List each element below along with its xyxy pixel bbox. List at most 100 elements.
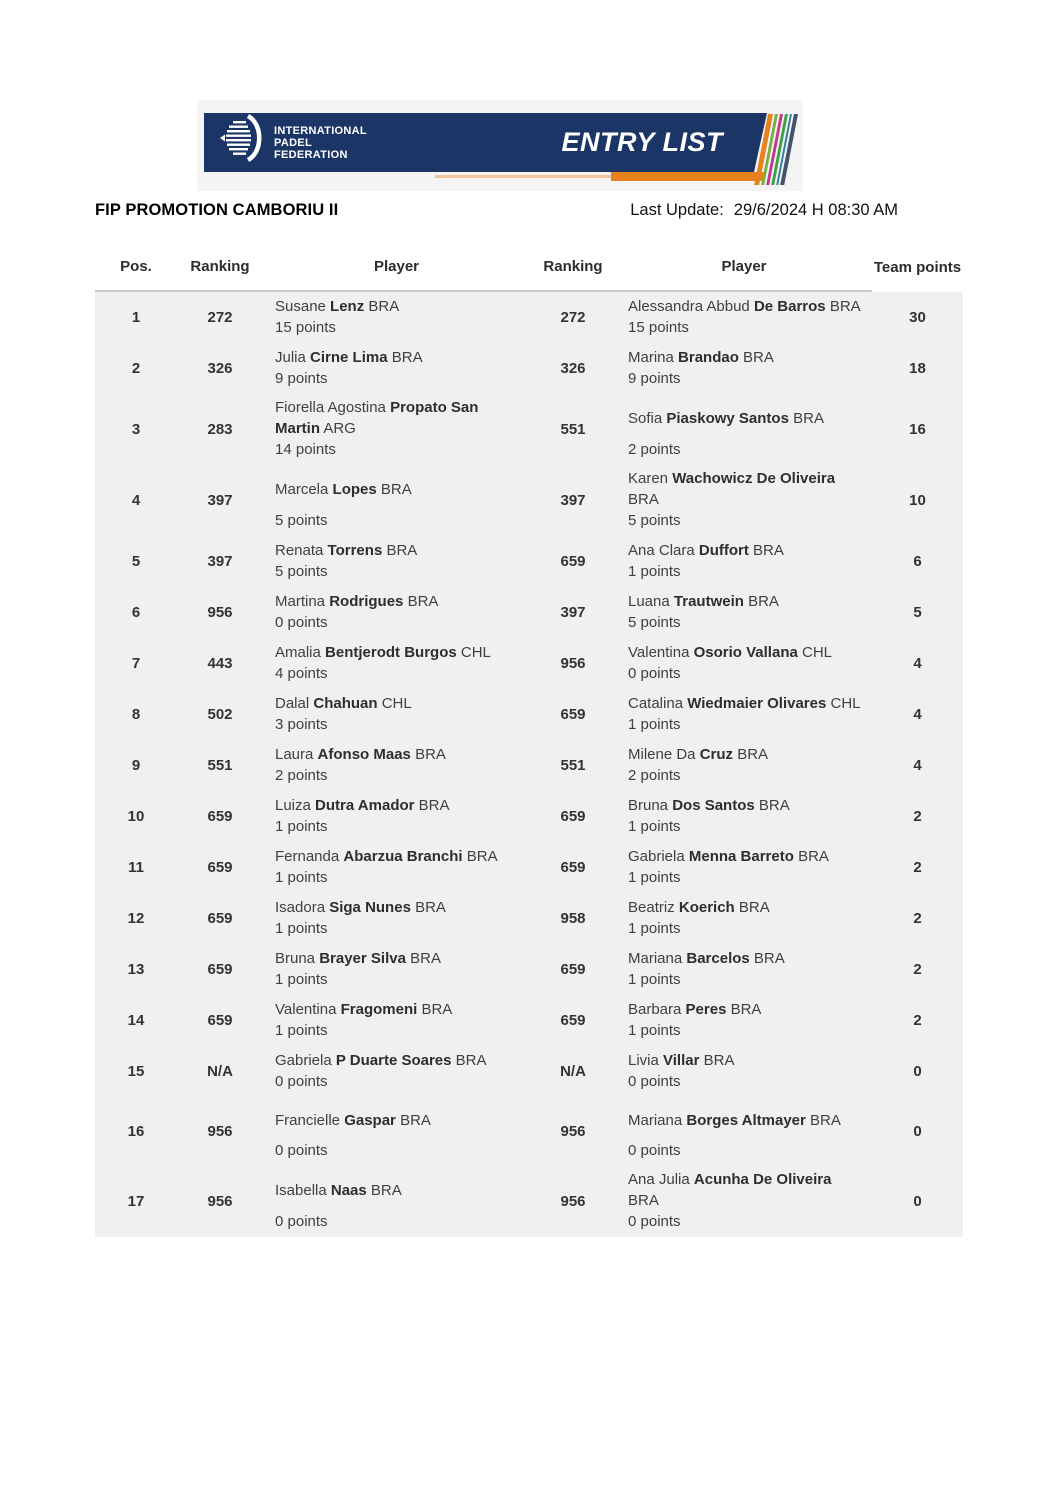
table-row: 17 956 Isabella Naas BRA 0 points 956 An… bbox=[95, 1166, 963, 1237]
position-cell: 15 bbox=[127, 1063, 145, 1080]
player-points: 0 points bbox=[628, 1073, 681, 1090]
position-cell: 17 bbox=[127, 1193, 145, 1210]
ranking-cell-2: 659 bbox=[560, 553, 586, 570]
table-header: Pos. Ranking Player Ranking Player Team … bbox=[95, 248, 963, 292]
player-name: Valentina Osorio Vallana CHL bbox=[628, 643, 833, 661]
ranking-cell-1: 283 bbox=[207, 421, 233, 438]
federation-logo: INTERNATIONAL PADEL FEDERATION bbox=[220, 114, 367, 171]
position-cell: 5 bbox=[131, 553, 141, 570]
player-cell-1: Susane Lenz BRA 15 points bbox=[263, 292, 530, 343]
table-row: 16 956 Francielle Gaspar BRA 0 points 95… bbox=[95, 1097, 963, 1166]
column-header-player-1: Player bbox=[263, 248, 530, 292]
player-cell-2: Bruna Dos Santos BRA 1 points bbox=[616, 791, 872, 842]
federation-logo-text: INTERNATIONAL PADEL FEDERATION bbox=[274, 125, 367, 161]
player-points: 1 points bbox=[275, 920, 328, 937]
player-points: 0 points bbox=[628, 665, 681, 682]
player-name: Marina Brandao BRA bbox=[628, 348, 774, 366]
player-points: 5 points bbox=[628, 614, 681, 631]
ranking-cell-1: 659 bbox=[207, 859, 233, 876]
team-points-cell: 2 bbox=[913, 961, 922, 978]
ranking-cell-2: 659 bbox=[560, 706, 586, 723]
player-name: Fiorella Agostina Propato San Martin ARG bbox=[275, 399, 479, 437]
ranking-cell-1: 443 bbox=[207, 655, 233, 672]
player-cell-1: Marcela Lopes BRA 5 points bbox=[263, 465, 530, 536]
player-cell-2: Ana Clara Duffort BRA 1 points bbox=[616, 536, 872, 587]
ranking-cell-1: 659 bbox=[207, 1012, 233, 1029]
ranking-cell-2: 659 bbox=[560, 808, 586, 825]
player-points: 5 points bbox=[275, 512, 328, 529]
ranking-cell-1: 326 bbox=[207, 360, 233, 377]
player-cell-2: Mariana Barcelos BRA 1 points bbox=[616, 944, 872, 995]
player-points: 5 points bbox=[275, 563, 328, 580]
player-cell-1: Francielle Gaspar BRA 0 points bbox=[263, 1097, 530, 1166]
entry-list-title: ENTRY LIST bbox=[561, 127, 723, 157]
player-name: Amalia Bentjerodt Burgos CHL bbox=[275, 643, 491, 661]
player-cell-1: Valentina Fragomeni BRA 1 points bbox=[263, 995, 530, 1046]
ranking-cell-1: 659 bbox=[207, 961, 233, 978]
player-name: Alessandra Abbud De Barros BRA bbox=[628, 297, 861, 315]
ranking-cell-1: 659 bbox=[207, 910, 233, 927]
ranking-cell-2: 551 bbox=[560, 757, 586, 774]
ranking-cell-2: 659 bbox=[560, 961, 586, 978]
table-row: 5 397 Renata Torrens BRA 5 points 659 An… bbox=[95, 536, 963, 587]
table-row: 2 326 Julia Cirne Lima BRA 9 points 326 … bbox=[95, 343, 963, 394]
position-cell: 8 bbox=[131, 706, 141, 723]
team-points-cell: 0 bbox=[913, 1063, 922, 1080]
player-cell-2: Beatriz Koerich BRA 1 points bbox=[616, 893, 872, 944]
player-points: 2 points bbox=[628, 441, 681, 458]
ranking-cell-1: 956 bbox=[207, 604, 233, 621]
player-name: Fernanda Abarzua Branchi BRA bbox=[275, 847, 498, 865]
ranking-cell-2: N/A bbox=[560, 1063, 586, 1080]
ranking-cell-1: 502 bbox=[207, 706, 233, 723]
ranking-cell-1: 397 bbox=[207, 553, 233, 570]
team-points-cell: 0 bbox=[913, 1193, 922, 1210]
player-name: Karen Wachowicz De Oliveira BRA bbox=[628, 470, 836, 508]
player-points: 15 points bbox=[628, 319, 689, 336]
position-cell: 10 bbox=[127, 808, 145, 825]
position-cell: 3 bbox=[131, 421, 141, 438]
column-header-ranking-1: Ranking bbox=[177, 248, 263, 292]
player-points: 1 points bbox=[275, 818, 328, 835]
ranking-cell-1: 272 bbox=[207, 309, 233, 326]
team-points-cell: 6 bbox=[913, 553, 922, 570]
player-cell-1: Martina Rodrigues BRA 0 points bbox=[263, 587, 530, 638]
player-name: Susane Lenz BRA bbox=[275, 297, 400, 315]
position-cell: 7 bbox=[131, 655, 141, 672]
player-cell-2: Catalina Wiedmaier Olivares CHL 1 points bbox=[616, 689, 872, 740]
ranking-cell-2: 272 bbox=[560, 309, 586, 326]
player-name: Mariana Borges Altmayer BRA bbox=[628, 1111, 841, 1129]
player-name: Dalal Chahuan CHL bbox=[275, 694, 412, 712]
player-name: Isadora Siga Nunes BRA bbox=[275, 898, 446, 916]
player-cell-2: Luana Trautwein BRA 5 points bbox=[616, 587, 872, 638]
player-points: 2 points bbox=[628, 767, 681, 784]
ranking-cell-2: 397 bbox=[560, 492, 586, 509]
player-points: 9 points bbox=[275, 370, 328, 387]
ranking-cell-1: 956 bbox=[207, 1193, 233, 1210]
player-cell-2: Valentina Osorio Vallana CHL 0 points bbox=[616, 638, 872, 689]
player-name: Catalina Wiedmaier Olivares CHL bbox=[628, 694, 861, 712]
team-points-cell: 2 bbox=[913, 910, 922, 927]
player-points: 14 points bbox=[275, 441, 336, 458]
player-cell-1: Luiza Dutra Amador BRA 1 points bbox=[263, 791, 530, 842]
team-points-cell: 4 bbox=[913, 757, 922, 774]
player-points: 0 points bbox=[275, 1142, 328, 1159]
player-points: 3 points bbox=[275, 716, 328, 733]
table-row: 9 551 Laura Afonso Maas BRA 2 points 551… bbox=[95, 740, 963, 791]
ipf-ball-icon bbox=[220, 114, 266, 171]
team-points-cell: 4 bbox=[913, 706, 922, 723]
player-points: 1 points bbox=[628, 971, 681, 988]
position-cell: 16 bbox=[127, 1123, 145, 1140]
player-name: Barbara Peres BRA bbox=[628, 1000, 762, 1018]
logo-line-1: INTERNATIONAL bbox=[274, 124, 367, 137]
table-row: 15 N/A Gabriela P Duarte Soares BRA 0 po… bbox=[95, 1046, 963, 1097]
federation-banner-bar: INTERNATIONAL PADEL FEDERATION ENTRY LIS… bbox=[204, 113, 767, 172]
player-points: 9 points bbox=[628, 370, 681, 387]
player-name: Beatriz Koerich BRA bbox=[628, 898, 770, 916]
player-points: 2 points bbox=[275, 767, 328, 784]
table-row: 3 283 Fiorella Agostina Propato San Mart… bbox=[95, 394, 963, 465]
ranking-cell-2: 956 bbox=[560, 655, 586, 672]
ranking-cell-2: 659 bbox=[560, 859, 586, 876]
player-name: Luana Trautwein BRA bbox=[628, 592, 779, 610]
player-name: Francielle Gaspar BRA bbox=[275, 1111, 431, 1129]
